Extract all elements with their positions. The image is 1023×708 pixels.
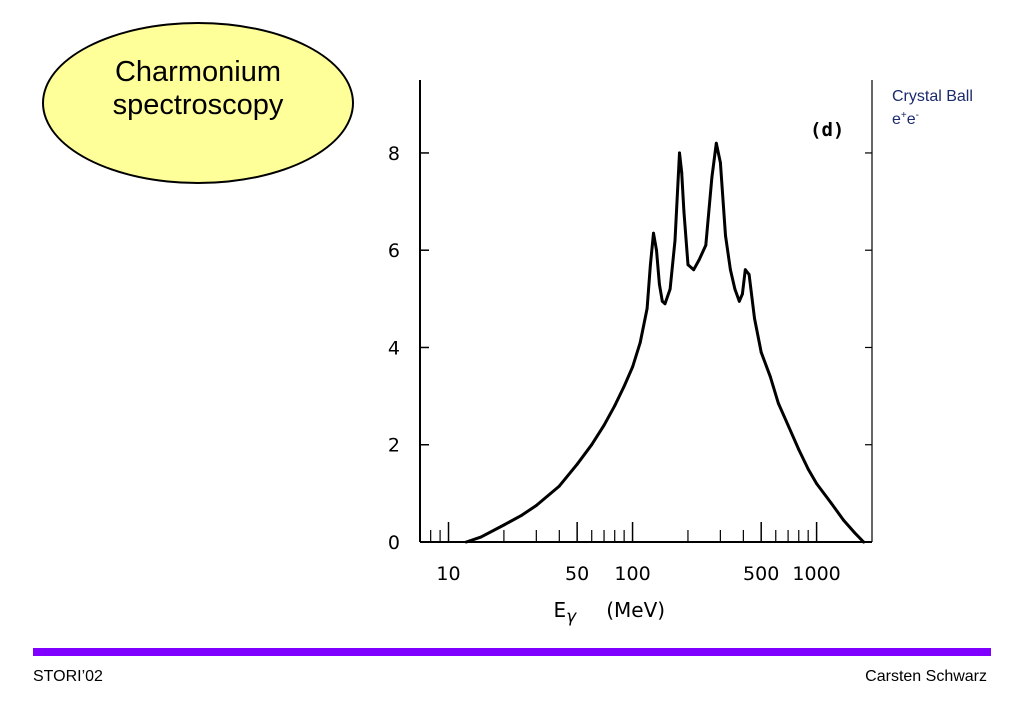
data-point — [777, 402, 780, 405]
y-tick-label: 8 — [388, 143, 400, 165]
footer-divider — [33, 648, 991, 656]
data-point — [678, 151, 681, 155]
data-point — [697, 258, 701, 262]
title-line-1: Charmonium — [114, 56, 281, 88]
y-tick-label: 0 — [388, 532, 400, 554]
data-point — [829, 501, 833, 505]
x-axis-symbol: E — [554, 598, 567, 622]
x-axis-unit: (MeV) — [606, 598, 665, 622]
data-point — [668, 287, 672, 291]
data-point — [479, 535, 483, 539]
data-point — [729, 268, 732, 272]
data-point — [747, 273, 751, 276]
annotation-sup-1: + — [900, 110, 907, 121]
x-tick-label: 10 — [436, 563, 460, 585]
slide-title: Charmonium spectroscopy — [113, 56, 284, 122]
x-tick-label: 500 — [743, 563, 779, 585]
data-point — [862, 540, 865, 544]
data-point — [741, 292, 744, 296]
data-point — [753, 316, 756, 320]
data-point — [759, 350, 763, 354]
spectrum-series-line — [464, 141, 866, 544]
x-tick-label: 100 — [614, 563, 650, 585]
data-point — [622, 385, 626, 388]
data-point — [663, 302, 667, 306]
spectrum-chart-svg: 0 2 4 6 8 10 50 100 500 1000 Eγ (MeV) (d) — [388, 80, 873, 627]
data-point — [786, 423, 790, 427]
annotation-line-2: e+e- — [892, 106, 973, 129]
data-point — [464, 540, 468, 544]
data-point — [743, 268, 747, 272]
annotation-e-2: e — [906, 111, 916, 128]
data-point — [704, 243, 708, 247]
footer-left: STORI’02 — [33, 668, 103, 685]
data-point — [673, 239, 677, 242]
annotation-e-1: e — [892, 111, 901, 128]
data-point — [737, 299, 741, 303]
data-point — [710, 175, 714, 179]
data-point — [714, 141, 718, 145]
data-point — [655, 248, 658, 252]
x-tick-label: 50 — [565, 563, 589, 585]
annotation-line-1: Crystal Ball — [892, 88, 973, 105]
data-point — [660, 299, 664, 303]
data-point — [815, 482, 818, 485]
x-axis-label: Eγ (MeV) — [554, 598, 666, 627]
data-point — [724, 234, 727, 238]
data-point — [686, 263, 690, 267]
annotation-sup-2: - — [915, 110, 919, 121]
data-point — [590, 443, 594, 447]
data-point — [575, 462, 579, 466]
data-point — [658, 282, 661, 286]
data-point — [842, 518, 845, 522]
data-point — [652, 231, 655, 235]
detector-annotation: Crystal Ball e+e- — [892, 87, 973, 129]
data-point — [768, 375, 772, 379]
title-line-2: spectroscopy — [112, 89, 284, 121]
data-point — [534, 504, 538, 507]
y-tick-label: 2 — [388, 435, 400, 457]
data-point — [631, 365, 634, 369]
y-tick-label: 4 — [388, 337, 400, 359]
data-point — [602, 423, 606, 427]
data-point — [733, 287, 737, 291]
x-tick-label: 1000 — [792, 563, 840, 585]
data-point — [797, 448, 801, 451]
data-point — [520, 513, 524, 517]
x-axis-subscript: γ — [566, 607, 577, 627]
data-point — [557, 484, 561, 488]
data-point — [680, 171, 684, 174]
title-ellipse: Charmonium spectroscopy — [42, 22, 354, 184]
data-point — [806, 467, 810, 471]
spectrum-chart: 0 2 4 6 8 10 50 100 500 1000 Eγ (MeV) (d) — [370, 60, 890, 630]
panel-label: (d) — [810, 119, 844, 141]
data-point — [692, 268, 696, 272]
data-point — [502, 523, 506, 527]
data-point — [852, 530, 856, 534]
footer-right: Carsten Schwarz — [865, 668, 987, 685]
data-point — [613, 404, 617, 408]
data-point — [682, 209, 686, 213]
data-point — [719, 161, 722, 165]
data-point — [638, 341, 642, 344]
y-tick-label: 6 — [388, 240, 400, 262]
data-point — [645, 307, 649, 310]
data-point — [649, 263, 652, 267]
